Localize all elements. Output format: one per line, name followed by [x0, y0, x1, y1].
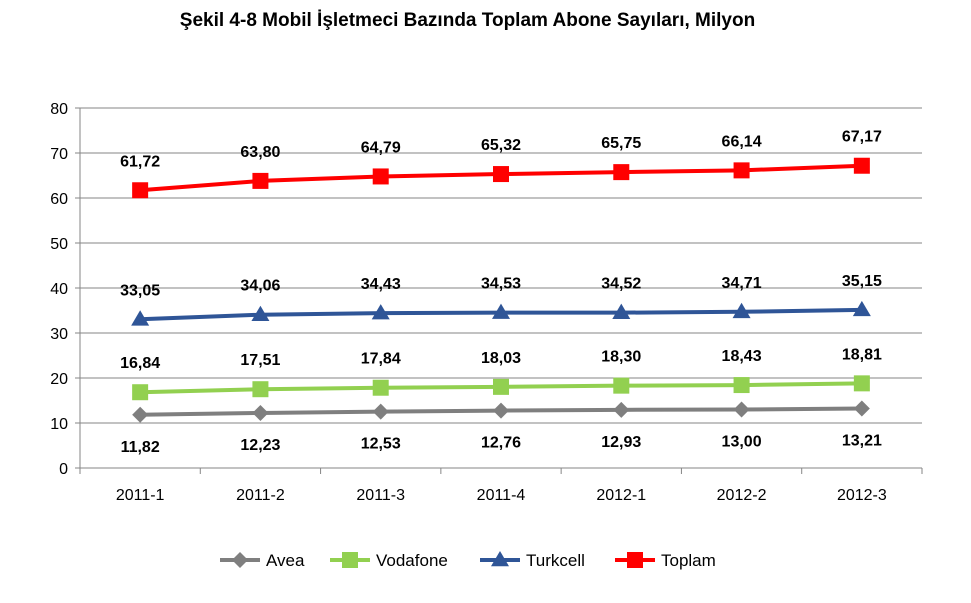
data-label-avea: 12,53 [361, 436, 401, 453]
y-tick-label: 30 [50, 326, 68, 343]
data-label-vodafone: 18,81 [842, 346, 882, 363]
x-tick-label: 2011-4 [477, 487, 526, 504]
legend-label: Toplam [661, 551, 716, 570]
data-point-avea [613, 401, 630, 418]
grid-lines [80, 107, 922, 424]
y-tick-label: 0 [59, 461, 68, 478]
data-label-turkcell: 34,52 [601, 276, 641, 293]
data-label-toplam: 65,32 [481, 137, 521, 154]
legend: Avea Vodafone Turkcell Toplam [220, 551, 716, 570]
data-label-turkcell: 34,71 [722, 275, 762, 292]
data-label-toplam: 65,75 [601, 135, 641, 152]
data-point-toplam [853, 157, 870, 174]
series-layer [131, 157, 871, 423]
data-label-avea: 12,23 [240, 437, 280, 454]
data-label-toplam: 61,72 [120, 153, 160, 170]
x-tick-label: 2012-1 [596, 487, 646, 504]
x-tick-label: 2011-3 [356, 487, 405, 504]
data-point-turkcell [251, 305, 270, 322]
data-point-avea [853, 400, 870, 417]
data-point-vodafone [493, 378, 509, 395]
x-axis-ticks: 2011-1 2011-2 2011-3 2011-4 2012-1 2012-2 2012… [116, 487, 887, 504]
data-point-vodafone [132, 384, 149, 401]
data-point-turkcell [852, 300, 871, 317]
y-tick-label: 70 [50, 146, 68, 163]
legend-item-toplam: Toplam [615, 551, 716, 570]
data-point-turkcell [732, 302, 751, 319]
data-label-vodafone: 17,51 [240, 352, 280, 369]
data-label-turkcell: 35,15 [842, 273, 882, 290]
data-point-turkcell [492, 303, 510, 319]
data-label-toplam: 66,14 [722, 133, 762, 150]
data-label-turkcell: 34,43 [361, 276, 401, 293]
data-label-avea: 13,00 [722, 434, 762, 451]
data-label-turkcell: 34,06 [240, 278, 280, 295]
y-axis-ticks: 0 10 20 30 40 50 60 70 80 [50, 101, 68, 478]
legend-marker [342, 552, 358, 568]
data-point-avea [493, 402, 509, 419]
data-label-vodafone: 18,30 [601, 349, 641, 366]
y-tick-label: 20 [50, 371, 68, 388]
y-tick-label: 50 [50, 236, 68, 253]
x-tick-label: 2012-2 [717, 487, 767, 504]
data-label-turkcell: 34,53 [481, 276, 521, 293]
data-label-vodafone: 17,84 [361, 351, 401, 368]
data-point-toplam [132, 182, 149, 199]
legend-marker [491, 551, 509, 567]
data-point-vodafone [613, 377, 630, 394]
legend-item-turkcell: Turkcell [480, 551, 585, 570]
data-point-toplam [252, 172, 269, 189]
data-point-toplam [493, 166, 509, 183]
data-label-toplam: 67,17 [842, 129, 882, 146]
legend-marker [627, 552, 643, 568]
data-point-toplam [372, 168, 389, 185]
data-point-avea [733, 401, 750, 418]
data-point-avea [252, 404, 269, 421]
data-point-avea [372, 403, 389, 420]
y-tick-label: 10 [50, 416, 68, 433]
data-label-turkcell: 33,05 [120, 282, 160, 299]
data-label-avea: 11,82 [121, 439, 160, 456]
data-point-vodafone [252, 381, 269, 398]
data-point-vodafone [372, 379, 389, 396]
data-label-vodafone: 18,43 [722, 348, 762, 365]
x-tick-label: 2011-1 [116, 487, 165, 504]
y-tick-label: 80 [50, 101, 68, 118]
chart-title: Şekil 4-8 Mobil İşletmeci Bazında Toplam… [179, 10, 756, 31]
legend-label: Turkcell [526, 551, 585, 570]
data-point-turkcell [612, 303, 631, 319]
data-label-avea: 12,93 [601, 434, 641, 451]
data-point-toplam [733, 162, 750, 179]
data-point-vodafone [733, 377, 750, 394]
axes [75, 107, 923, 474]
legend-marker [232, 552, 248, 568]
x-tick-label: 2012-3 [837, 487, 887, 504]
legend-item-avea: Avea [220, 551, 305, 570]
y-tick-label: 60 [50, 191, 68, 208]
data-label-toplam: 64,79 [361, 139, 401, 156]
data-label-toplam: 63,80 [240, 144, 280, 161]
y-tick-label: 40 [50, 281, 68, 298]
legend-label: Vodafone [376, 551, 448, 570]
data-label-avea: 12,76 [481, 435, 521, 452]
data-point-vodafone [853, 375, 870, 392]
data-label-vodafone: 16,84 [120, 355, 160, 372]
data-labels: 11,82 12,23 12,53 12,76 12,93 13,00 13,21 16,84… [120, 129, 882, 456]
data-point-avea [132, 406, 149, 423]
legend-item-vodafone: Vodafone [330, 551, 448, 570]
data-point-toplam [613, 164, 630, 181]
data-point-turkcell [371, 304, 390, 320]
legend-label: Avea [266, 551, 305, 570]
data-label-avea: 13,21 [842, 433, 882, 450]
data-point-turkcell [131, 310, 150, 326]
x-tick-label: 2011-2 [236, 487, 285, 504]
data-label-vodafone: 18,03 [481, 350, 521, 367]
